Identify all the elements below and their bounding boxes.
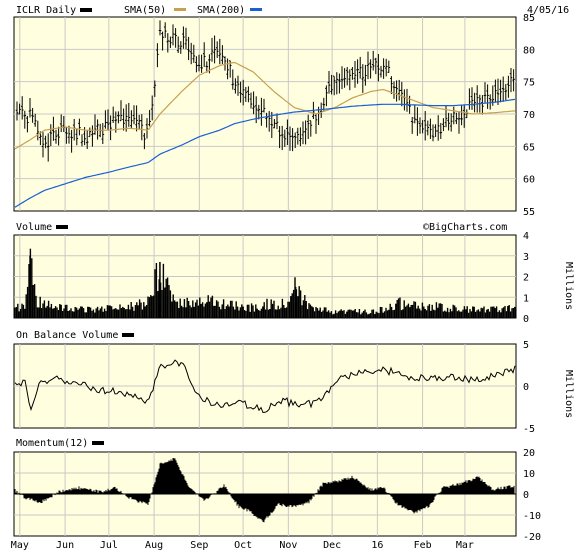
x-tick-label: Mar — [456, 540, 474, 551]
obv-swatch — [122, 333, 134, 337]
y-tick-label: 5 — [523, 340, 529, 351]
y-tick-label: 4 — [523, 231, 529, 242]
y-tick-label: -20 — [523, 532, 541, 543]
y-tick-label: 60 — [523, 175, 535, 186]
x-tick-label: Oct — [234, 540, 252, 551]
sma200-label: SMA(200) — [197, 5, 245, 16]
y-tick-label: 75 — [523, 78, 535, 89]
volume-swatch — [56, 225, 68, 229]
x-tick-label: Nov — [279, 540, 297, 551]
y-tick-label: 0 — [523, 490, 529, 501]
y-tick-label: 10 — [523, 469, 535, 480]
y-tick-label: 55 — [523, 207, 535, 218]
x-tick-label: Dec — [323, 540, 341, 551]
obv-title: On Balance Volume — [16, 330, 118, 341]
ticker-label: ICLR Daily — [16, 5, 76, 16]
x-tick-label: Sep — [190, 540, 208, 551]
sma50-swatch — [174, 8, 186, 11]
y-tick-label: 70 — [523, 110, 535, 121]
obv-line — [14, 359, 516, 414]
sma50-line — [14, 62, 516, 150]
y-tick-label: 20 — [523, 448, 535, 459]
date-label: 4/05/16 — [527, 5, 569, 16]
y-tick-label: 3 — [523, 252, 529, 263]
y-tick-label: 0 — [523, 314, 529, 325]
momentum-swatch — [92, 441, 104, 445]
y-tick-label: 0 — [523, 382, 529, 393]
x-tick-label: Jul — [100, 540, 118, 551]
x-tick-label: Aug — [145, 540, 163, 551]
y-tick-label: 80 — [523, 45, 535, 56]
momentum-title: Momentum(12) — [16, 438, 88, 449]
y-tick-label: -5 — [523, 424, 535, 435]
sma50-label: SMA(50) — [124, 5, 166, 16]
x-tick-label: 16 — [371, 540, 383, 551]
y-tick-label: 2 — [523, 273, 529, 284]
sma200-line — [14, 98, 516, 208]
obv-unit-label: Millions — [563, 370, 574, 418]
sma200-swatch — [250, 8, 262, 11]
y-tick-label: 65 — [523, 142, 535, 153]
y-tick-label: -10 — [523, 511, 541, 522]
volume-title: Volume — [16, 222, 52, 233]
x-tick-label: Jun — [56, 540, 74, 551]
x-tick-label: Feb — [414, 540, 432, 551]
y-tick-label: 85 — [523, 13, 535, 24]
ticker-swatch — [80, 8, 92, 12]
volume-unit-label: Millions — [563, 262, 574, 310]
price-legend: ICLR Daily SMA(50) SMA(200) 4/05/16 — [16, 5, 569, 16]
y-tick-label: 1 — [523, 293, 529, 304]
x-tick-label: May — [11, 540, 29, 551]
watermark: ©BigCharts.com — [423, 222, 507, 233]
